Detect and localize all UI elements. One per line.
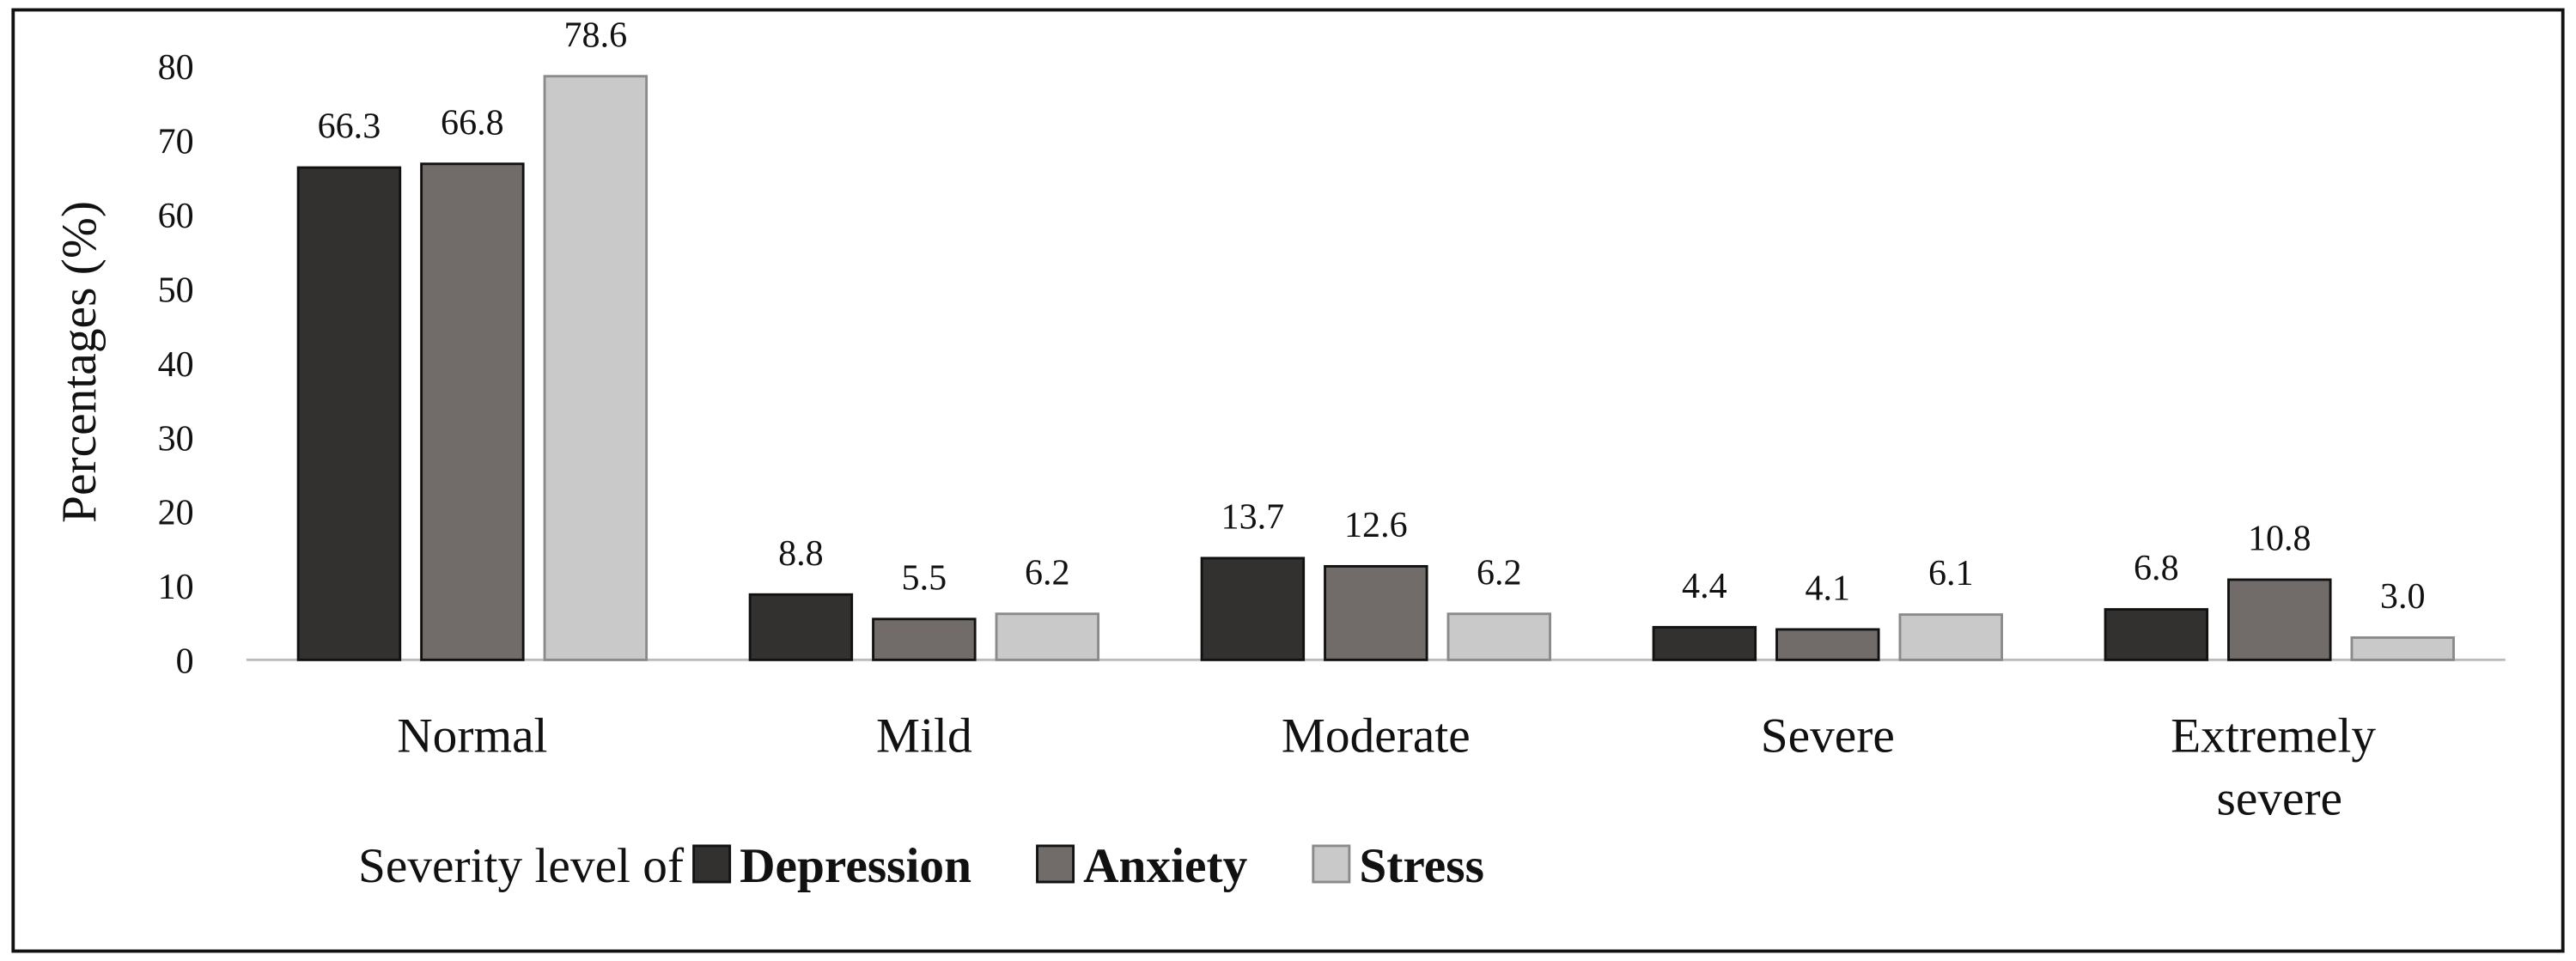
y-tick-label: 30	[158, 418, 194, 459]
x-tick-label: Extremely severe	[2171, 709, 2388, 826]
bar	[1324, 564, 1428, 661]
bar	[748, 593, 854, 661]
bar	[1652, 625, 1757, 661]
legend-swatch	[1312, 844, 1351, 884]
x-tick-label: Mild	[876, 709, 972, 763]
bar	[995, 612, 1100, 661]
value-label: 66.3	[318, 106, 381, 147]
y-tick-label: 70	[158, 121, 194, 161]
value-label: 3.0	[2380, 576, 2426, 617]
legend-title: Severity level of	[358, 839, 685, 893]
value-label: 13.7	[1221, 496, 1285, 537]
value-label: 4.1	[1806, 568, 1851, 608]
value-label: 8.8	[778, 533, 824, 574]
x-tick-label: Normal	[397, 709, 547, 763]
y-tick-label: 60	[158, 196, 194, 236]
bar	[1898, 613, 2003, 661]
bar	[2350, 636, 2455, 661]
value-label: 6.1	[1928, 553, 1974, 593]
x-tick-label: Severe	[1761, 709, 1895, 763]
value-label: 12.6	[1344, 505, 1408, 545]
bar	[420, 162, 525, 661]
legend-label: Anxiety	[1083, 839, 1248, 893]
legend-label: Stress	[1359, 839, 1484, 893]
value-label: 4.4	[1682, 566, 1727, 606]
bar	[2227, 578, 2332, 661]
x-tick-label: Moderate	[1282, 709, 1471, 763]
value-label: 66.8	[441, 102, 504, 143]
y-tick-label: 80	[158, 47, 194, 88]
bar	[2104, 608, 2209, 661]
value-label: 6.8	[2134, 548, 2179, 588]
y-tick-label: 40	[158, 344, 194, 385]
value-label: 10.8	[2248, 518, 2311, 558]
y-tick-label: 50	[158, 270, 194, 310]
legend-label: Depression	[740, 839, 971, 893]
legend-swatch	[692, 844, 732, 884]
legend-swatch	[1036, 844, 1075, 884]
bar	[872, 617, 977, 661]
bar	[543, 75, 649, 661]
value-label: 78.6	[564, 15, 628, 55]
y-tick-label: 20	[158, 493, 194, 533]
bar	[1200, 557, 1306, 661]
value-label: 6.2	[1477, 552, 1522, 593]
value-label: 6.2	[1025, 552, 1070, 593]
value-label: 5.5	[902, 557, 947, 598]
bar	[1446, 612, 1551, 661]
y-axis-label: Percentages (%)	[52, 201, 107, 523]
bar	[1775, 628, 1880, 661]
y-tick-label: 10	[158, 567, 194, 607]
bar	[296, 166, 402, 661]
y-tick-label: 0	[176, 642, 194, 682]
